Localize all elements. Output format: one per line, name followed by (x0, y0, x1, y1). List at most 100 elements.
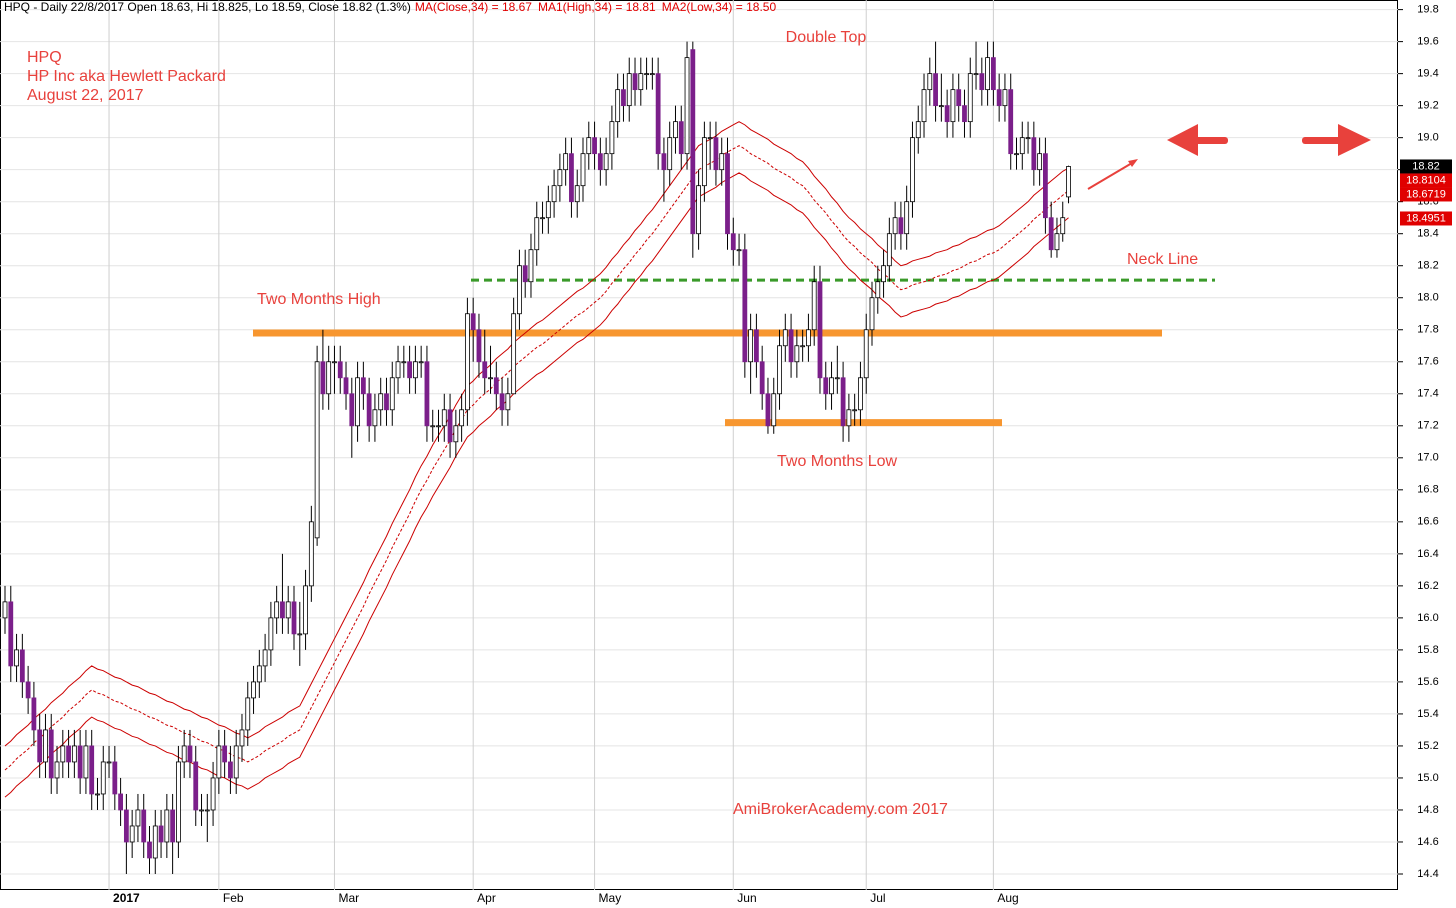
candle-body (1048, 217, 1054, 251)
candle-body (1043, 153, 1048, 219)
candle-body (256, 665, 262, 683)
candle-body (511, 313, 517, 395)
y-tick-label: 19.2 (1417, 100, 1438, 112)
candle-body (349, 393, 355, 427)
candle-body (1014, 153, 1019, 156)
candle-body (14, 649, 19, 667)
candle-body (644, 73, 649, 76)
y-tick-label: 16.8 (1417, 484, 1438, 496)
candle-body (66, 745, 71, 763)
candle-body (592, 137, 597, 155)
y-tick-label: 15.2 (1417, 740, 1438, 752)
candle-body (933, 73, 938, 107)
candle-body (852, 409, 858, 412)
candle-body (297, 633, 303, 636)
candle-body (990, 57, 996, 91)
candle-body (621, 89, 626, 107)
candle-body (505, 393, 511, 411)
candle-body (956, 89, 962, 107)
candle-body (1060, 217, 1066, 235)
candle-body (829, 377, 834, 395)
y-tick-label: 17.0 (1417, 452, 1438, 464)
candle-body (228, 761, 233, 779)
candle-body (378, 393, 384, 411)
candle-body (777, 345, 782, 395)
candle-body (175, 761, 181, 843)
x-tick-label: 2017 (113, 891, 140, 905)
candle-body (239, 729, 245, 747)
legend-entry: MA1(High,34) = 18.81 (538, 0, 656, 14)
legend-entry: MA2(Low,34) = 18.50 (662, 0, 777, 14)
candle-body (1025, 137, 1031, 140)
candle-body (869, 297, 875, 331)
candle-body (684, 57, 690, 155)
arrow-head (1128, 159, 1138, 167)
y-tick-label: 16.6 (1417, 516, 1438, 528)
candle-body (476, 329, 482, 363)
candle-body (730, 233, 736, 251)
candle-body (436, 425, 441, 428)
candle-body (892, 217, 898, 235)
candle-body (441, 409, 447, 427)
candle-body (846, 409, 852, 427)
candle-body (158, 825, 164, 843)
legend-entry: MA(Close,34) = 18.67 (415, 0, 532, 14)
candle-body (147, 841, 152, 859)
y-tick-label: 15.8 (1417, 644, 1438, 656)
candle-body (800, 345, 806, 348)
candle-body (152, 825, 158, 859)
candle-body (123, 809, 129, 843)
candle-body (597, 153, 603, 171)
candle-body (938, 105, 944, 108)
candle-body (384, 393, 389, 411)
y-tick-label: 17.8 (1417, 324, 1438, 336)
candle-body (464, 313, 470, 411)
candle-body (574, 185, 580, 203)
candle-body (632, 73, 638, 91)
header: HPQ - Daily 22/8/2017 Open 18.63, Hi 18.… (4, 0, 776, 14)
candle-body (401, 361, 407, 364)
candle-body (141, 809, 147, 843)
candle-body (973, 73, 979, 76)
candle-body (37, 729, 43, 763)
candle-body (950, 89, 956, 123)
ma-line (4, 145, 1069, 771)
candle-body (77, 745, 83, 779)
candle-body (782, 329, 788, 347)
candle-body (89, 745, 95, 795)
candle-body (314, 361, 320, 539)
x-tick-label: Feb (223, 891, 244, 905)
candle-body (719, 153, 725, 171)
candle-body (794, 345, 800, 363)
candle-body (765, 393, 771, 427)
candle-body (308, 521, 314, 587)
candle-body (626, 73, 632, 107)
candle-body (222, 745, 228, 763)
candle-body (343, 377, 349, 395)
candle-body (372, 409, 378, 427)
candle-body (522, 265, 528, 283)
candle-body (320, 361, 326, 395)
candle-body (31, 697, 37, 731)
x-tick-label: Jul (870, 891, 885, 905)
price-tag-label: 18.8104 (1406, 174, 1446, 186)
candle-body (754, 329, 759, 363)
y-tick-label: 18.4 (1417, 228, 1438, 240)
candle-body (967, 73, 973, 123)
candle-body (106, 761, 112, 764)
candle-body (771, 393, 777, 427)
arrow-line (1087, 162, 1133, 190)
y-tick-label: 19.8 (1417, 4, 1438, 16)
candle-body (563, 153, 569, 171)
candle-body (216, 745, 222, 779)
annotation: Neck Line (1127, 251, 1198, 268)
annotation: Two Months High (257, 291, 381, 308)
y-tick-label: 19.0 (1417, 132, 1438, 144)
candle-body (291, 601, 297, 635)
x-tick-label: Jun (737, 891, 756, 905)
price-tag (1400, 211, 1452, 226)
candle-body (603, 153, 609, 171)
price-tag (1400, 159, 1452, 174)
y-tick-label: 14.6 (1417, 836, 1438, 848)
